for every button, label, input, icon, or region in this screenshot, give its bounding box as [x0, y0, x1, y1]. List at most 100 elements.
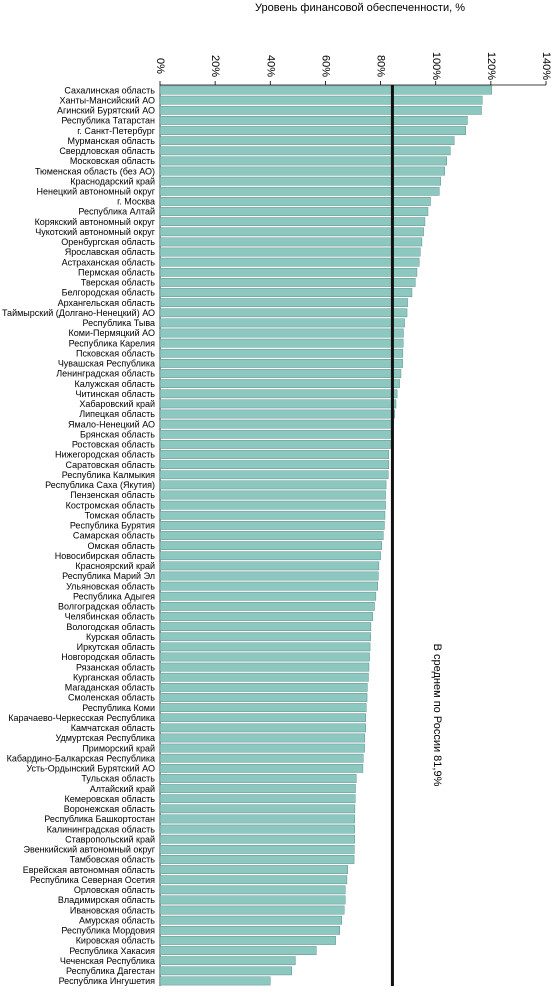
category-label: Коми-Пермяцкий АО — [69, 328, 155, 338]
category-label: Амурская область — [79, 915, 155, 925]
bar — [159, 895, 346, 905]
bar — [159, 409, 395, 419]
bar — [159, 227, 424, 237]
category-label: Тульская область — [81, 774, 155, 784]
category-label: Республика Саха (Якутия) — [45, 480, 155, 490]
x-tick-label: 80% — [375, 55, 387, 77]
category-label: Ставропольский край — [65, 834, 155, 844]
category-label: г. Москва — [117, 197, 155, 207]
category-label: Чукотский автономный округ — [35, 227, 155, 237]
bar — [159, 379, 400, 388]
bars — [159, 85, 492, 986]
category-label: Орловская область — [74, 885, 155, 895]
bar — [159, 126, 466, 135]
bar — [159, 794, 356, 804]
category-label: Республика Карелия — [69, 338, 155, 348]
bar — [159, 885, 346, 895]
category-label: Свердловская область — [59, 146, 155, 156]
bar — [159, 844, 355, 854]
category-label: Тамбовская область — [70, 855, 156, 865]
category-label: Красноярский край — [75, 561, 155, 571]
bar — [159, 116, 468, 125]
bar — [159, 622, 372, 631]
category-label: Карачаево-Черкесская Республика — [8, 713, 155, 723]
bar — [159, 683, 368, 692]
bar — [159, 298, 408, 308]
category-label: Республика Северная Осетия — [30, 875, 155, 885]
category-label: Новосибирская область — [55, 551, 156, 561]
category-label: Чеченская Республика — [60, 956, 155, 966]
category-label: Липецкая область — [79, 409, 155, 419]
bar — [159, 136, 455, 146]
bar — [159, 865, 348, 874]
bar — [159, 359, 403, 368]
bar — [159, 440, 391, 449]
bar — [159, 85, 492, 95]
bar — [159, 602, 375, 611]
bar — [159, 521, 385, 530]
category-label: Белгородская область — [62, 288, 156, 298]
x-tick-label: 100% — [430, 52, 442, 80]
category-label: Агинский Бурятский АО — [57, 106, 155, 116]
category-label: Чувашская Республика — [58, 359, 155, 369]
category-label: Республика Бурятия — [70, 521, 155, 531]
category-label: Республика Алтай — [78, 207, 155, 217]
category-label: Республика Калмыкия — [62, 470, 155, 480]
category-label: Астраханская область — [62, 257, 156, 267]
category-label: Республика Мордовия — [61, 926, 155, 936]
bar — [159, 834, 355, 844]
bar — [159, 814, 355, 824]
reference-line-label: В среднем по России 81,9% — [431, 644, 443, 787]
category-label: Республика Башкортостан — [44, 814, 155, 824]
category-label: Томская область — [85, 510, 156, 520]
x-tick-label: 60% — [320, 55, 332, 77]
bar — [159, 470, 389, 480]
bar — [159, 197, 431, 206]
bar — [159, 824, 355, 834]
bar — [159, 429, 393, 439]
bar — [159, 288, 413, 297]
bar — [159, 612, 374, 621]
bar — [159, 743, 365, 753]
category-label: Волгоградская область — [58, 602, 155, 612]
category-label: г. Санкт-Петербург — [77, 126, 155, 136]
bar — [159, 753, 364, 763]
category-label: Смоленская область — [68, 693, 155, 703]
bar — [159, 642, 371, 652]
category-label: Курская область — [86, 632, 155, 642]
category-label: Рязанская область — [76, 662, 155, 672]
bar — [159, 267, 418, 277]
bar — [159, 784, 356, 793]
bar — [159, 490, 386, 500]
bar — [159, 693, 368, 702]
category-label: Пензенская область — [70, 490, 155, 500]
bar — [159, 389, 398, 399]
bar — [159, 551, 381, 561]
category-label: Кемеровская область — [65, 794, 156, 804]
bar — [159, 338, 404, 348]
x-tick-label: 20% — [209, 55, 221, 77]
category-label: Калининградская область — [47, 824, 156, 834]
category-label: Республика Тыва — [82, 318, 155, 328]
bar — [159, 399, 397, 409]
bar — [159, 976, 271, 986]
bar — [159, 105, 482, 115]
bar — [159, 207, 429, 216]
category-label: Краснодарский край — [70, 176, 155, 186]
category-label: Ярославская область — [65, 247, 156, 257]
bar — [159, 510, 386, 520]
category-label: Пермская область — [78, 267, 155, 277]
category-label: Брянская область — [80, 429, 155, 439]
bar — [159, 804, 356, 814]
category-label: Усть-Ордынский Бурятский АО — [26, 764, 155, 774]
bar — [159, 733, 366, 743]
category-label: Республика Марий Эл — [62, 571, 155, 581]
category-label: Владимирская область — [58, 895, 155, 905]
category-label: Республика Татарстан — [61, 116, 155, 126]
bar — [159, 156, 447, 166]
bar — [159, 662, 370, 672]
category-label: Ивановская область — [70, 905, 155, 915]
category-label: Оренбургская область — [61, 237, 155, 247]
